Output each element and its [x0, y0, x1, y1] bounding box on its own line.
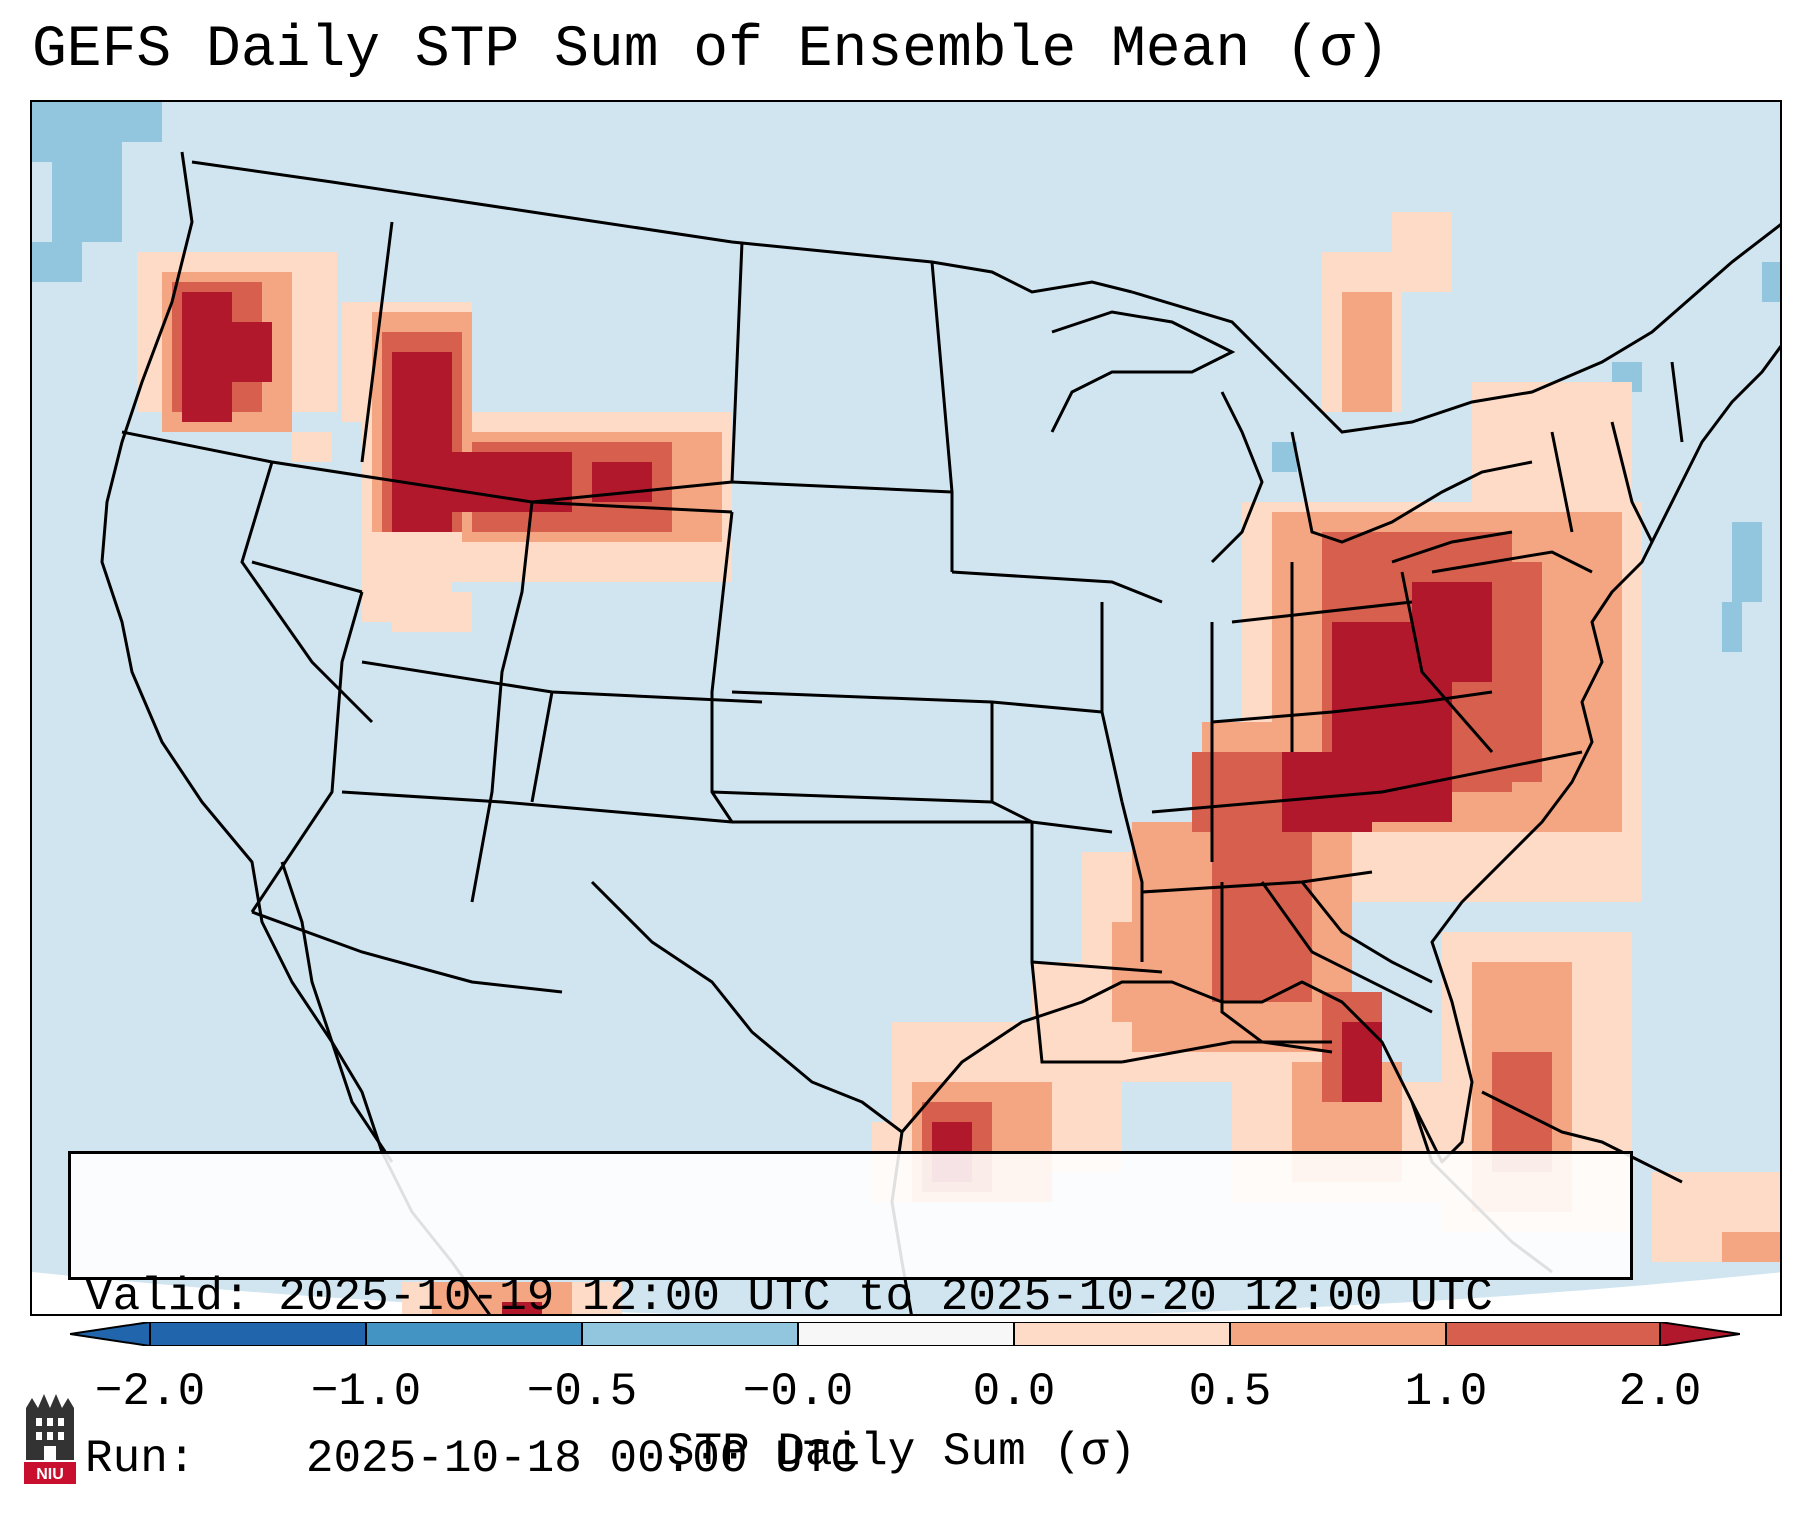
- domain-edge: [32, 1272, 1780, 1314]
- colorbar-segment-4: [798, 1322, 1014, 1346]
- colorbar-extend-right: [1660, 1322, 1740, 1346]
- colorbar-segment-6: [1230, 1322, 1446, 1346]
- colorbar-segment-5: [1014, 1322, 1230, 1346]
- run-row: Run: 2025-10-18 00:00 UTC: [85, 1432, 1630, 1486]
- colorbar-tick-label: −0.5: [526, 1366, 638, 1418]
- map-canvas: [32, 102, 1780, 1314]
- colorbar-extend-left: [70, 1322, 150, 1346]
- colorbar: [70, 1322, 1740, 1346]
- map-panel: [30, 100, 1782, 1316]
- run-value: 2025-10-18 00:00 UTC: [305, 1433, 858, 1485]
- niu-logo-icon: NIU: [24, 1394, 76, 1484]
- colorbar-segment-2: [366, 1322, 582, 1346]
- run-label: Run:: [85, 1433, 196, 1485]
- colorbar-label: STP Daily Sum (σ): [666, 1426, 1137, 1478]
- extreme-positive-cells: [182, 292, 1492, 1314]
- colorbar-tick-label: −1.0: [310, 1366, 422, 1418]
- colorbar-segment-7: [1446, 1322, 1662, 1346]
- colorbar-segment-3: [582, 1322, 798, 1346]
- logo-text: NIU: [36, 1466, 64, 1483]
- map-title: GEFS Daily STP Sum of Ensemble Mean (σ): [32, 18, 1390, 83]
- state-border-lines: [121, 160, 1780, 1064]
- valid-row: Valid: 2025-10-19 12:00 UTC to 2025-10-2…: [85, 1270, 1630, 1324]
- colorbar-tick-label: −2.0: [94, 1366, 206, 1418]
- colorbar-tick-label: 0.0: [972, 1366, 1056, 1418]
- colorbar-segment-1: [150, 1322, 366, 1346]
- colorbar-tick-label: 0.5: [1188, 1366, 1272, 1418]
- valid-run-info-box: Valid: 2025-10-19 12:00 UTC to 2025-10-2…: [68, 1151, 1633, 1485]
- valid-label: Valid:: [85, 1271, 251, 1323]
- colorbar-tick-label: 1.0: [1404, 1366, 1488, 1418]
- valid-value: 2025-10-19 12:00 UTC to 2025-10-20 12:00…: [278, 1271, 1493, 1323]
- colorbar-tick-label: −0.0: [742, 1366, 854, 1418]
- colorbar-tick-label: 2.0: [1618, 1366, 1702, 1418]
